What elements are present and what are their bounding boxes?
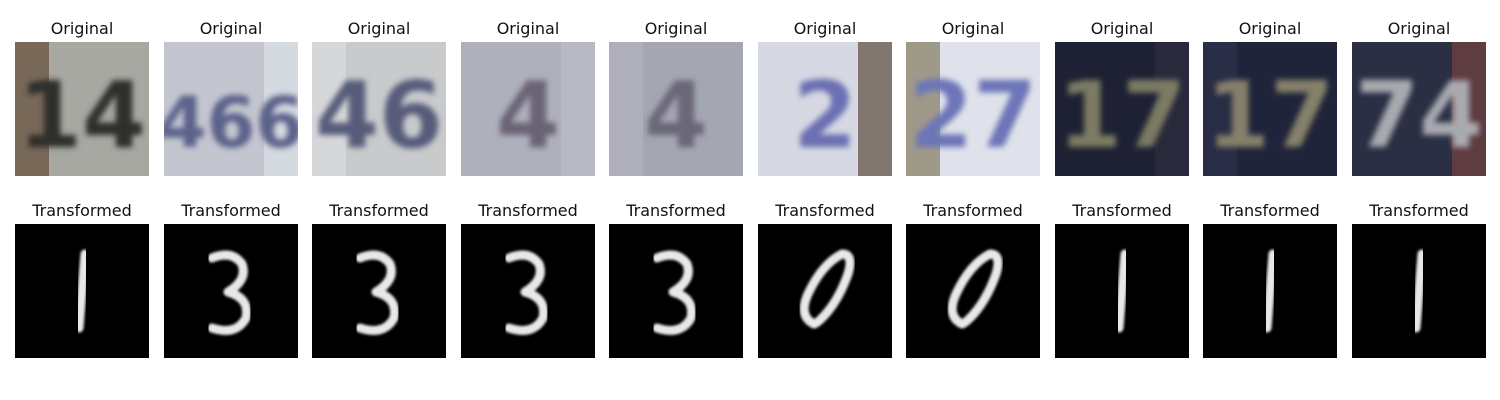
original-digit-picture: 17 [1203,42,1337,176]
svg-text:4: 4 [644,62,708,169]
original-title: Original [1387,19,1451,38]
transformed-digit-picture [1203,224,1337,358]
transformed-digit-image [15,224,149,358]
original-digit-image: 27 [906,42,1040,176]
transformed-digit-picture [164,224,298,358]
original-digit-image: 466 [164,42,298,176]
transformed-title: Transformed [181,201,281,220]
transformed-title: Transformed [478,201,578,220]
transformed-digit-picture [15,224,149,358]
original-digit-picture: 17 [1055,42,1189,176]
transformed-title: Transformed [329,201,429,220]
transformed-digit-picture [461,224,595,358]
transformed-title: Transformed [923,201,1023,220]
original-digit-picture: 4 [461,42,595,176]
original-title: Original [1238,19,1302,38]
svg-text:14: 14 [18,62,146,169]
transformed-digit-picture [1352,224,1486,358]
transformed-digit-image [906,224,1040,358]
svg-text:2: 2 [793,62,857,169]
transformed-digit-image [461,224,595,358]
original-digit-picture: 46 [312,42,446,176]
transformed-digit-picture [1055,224,1189,358]
transformed-digit-picture [906,224,1040,358]
transformed-title: Transformed [1369,201,1469,220]
transformed-title: Transformed [32,201,132,220]
original-digit-image: 4 [461,42,595,176]
transformed-digit-image [1055,224,1189,358]
original-digit-image: 14 [15,42,149,176]
original-digit-image: 74 [1352,42,1486,176]
original-title: Original [793,19,857,38]
original-digit-image: 46 [312,42,446,176]
original-digit-picture: 14 [15,42,149,176]
original-title: Original [941,19,1005,38]
transformed-title: Transformed [1220,201,1320,220]
original-title: Original [1090,19,1154,38]
transformed-digit-picture [758,224,892,358]
svg-text:466: 466 [164,82,298,164]
transformed-digit-image [312,224,446,358]
original-digit-picture: 74 [1352,42,1486,176]
transformed-digit-image [1203,224,1337,358]
svg-text:4: 4 [496,62,560,169]
original-digit-picture: 4 [609,42,743,176]
transformed-title: Transformed [775,201,875,220]
original-digit-image: 4 [609,42,743,176]
transformed-digit-image [1352,224,1486,358]
original-digit-image: 2 [758,42,892,176]
transformed-digit-image [609,224,743,358]
transformed-title: Transformed [626,201,726,220]
original-digit-picture: 2 [758,42,892,176]
original-digit-image: 17 [1203,42,1337,176]
original-title: Original [496,19,560,38]
svg-text:17: 17 [1058,62,1186,169]
original-title: Original [644,19,708,38]
transformed-digit-picture [609,224,743,358]
transformed-title: Transformed [1072,201,1172,220]
original-digit-image: 17 [1055,42,1189,176]
original-title: Original [347,19,411,38]
svg-text:27: 27 [909,62,1037,169]
original-digit-picture: 466 [164,42,298,176]
svg-text:17: 17 [1206,62,1334,169]
original-title: Original [199,19,263,38]
transformed-digit-image [758,224,892,358]
svg-text:46: 46 [315,62,443,169]
transformed-digit-picture [312,224,446,358]
svg-text:74: 74 [1355,62,1483,169]
original-digit-picture: 27 [906,42,1040,176]
original-title: Original [50,19,114,38]
transformed-digit-image [164,224,298,358]
